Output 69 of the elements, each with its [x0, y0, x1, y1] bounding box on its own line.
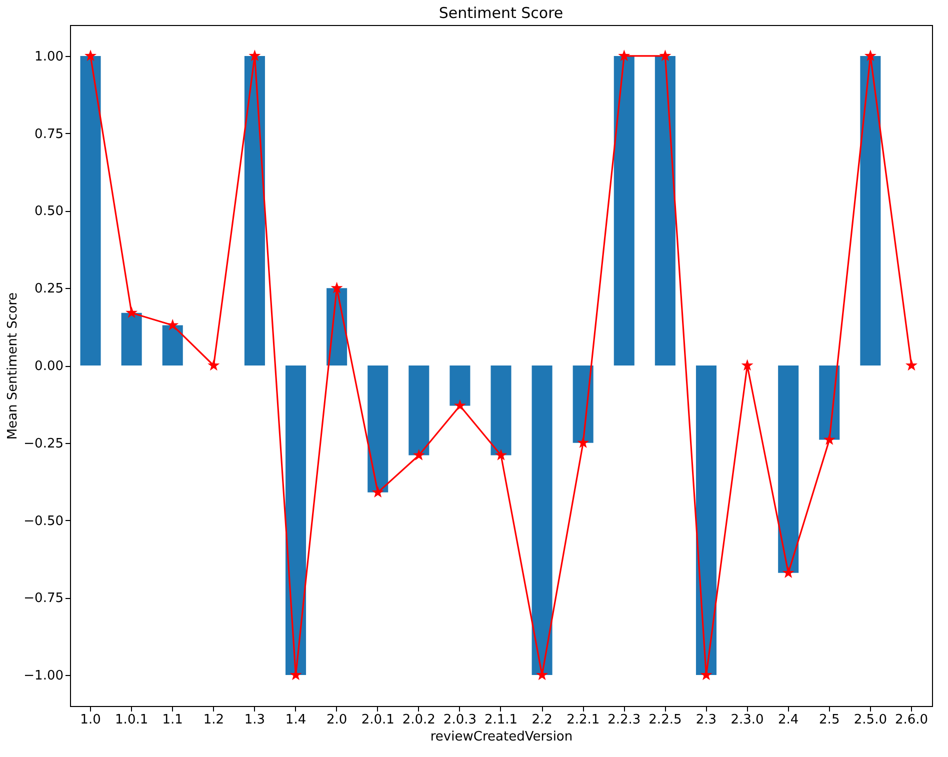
x-tick-label: 2.5.0: [854, 712, 887, 728]
x-tick-label: 1.0.1: [115, 712, 148, 728]
point: [782, 566, 794, 578]
bar: [614, 56, 634, 366]
point: [454, 399, 466, 411]
point: [618, 50, 630, 62]
x-tick-label: 2.0: [326, 712, 348, 728]
y-tick-label: −0.25: [24, 436, 64, 452]
x-tick-label: 2.5: [819, 712, 840, 728]
point: [659, 50, 672, 62]
point: [864, 50, 876, 62]
bar: [819, 366, 840, 440]
point: [330, 282, 343, 294]
bar: [162, 325, 183, 366]
bar: [368, 366, 388, 492]
y-tick-label: 0.25: [34, 282, 64, 297]
point: [372, 486, 384, 498]
chart-title: Sentiment Score: [438, 4, 564, 22]
x-tick-label: 2.2: [532, 712, 552, 728]
point: [126, 306, 138, 318]
y-tick-label: 0.50: [34, 204, 64, 220]
bar: [532, 366, 552, 676]
bar: [490, 366, 512, 456]
x-tick-label: 2.1.1: [484, 712, 518, 728]
y-tick-label: −0.75: [24, 591, 64, 606]
point: [166, 318, 179, 330]
x-tick-label: 2.0.3: [443, 712, 476, 728]
y-axis-title: Mean Sentiment Score: [6, 292, 21, 440]
x-tick-label: 1.3: [244, 712, 266, 728]
bar: [408, 366, 430, 456]
x-tick-label: 2.2.3: [608, 712, 641, 728]
y-tick-label: 0.75: [34, 126, 64, 142]
x-tick-label: 1.1: [162, 712, 183, 728]
bar: [654, 56, 676, 366]
bar: [286, 366, 306, 676]
x-tick-label: 2.0.1: [361, 712, 394, 728]
bar: [244, 56, 265, 366]
x-tick-label: 1.0: [80, 712, 101, 728]
point: [536, 668, 548, 680]
point: [577, 436, 590, 448]
x-tick-label: 2.2.1: [566, 712, 600, 728]
bar: [696, 366, 716, 676]
y-tick-label: −1.00: [24, 668, 64, 684]
point: [84, 50, 97, 62]
x-tick-label: 2.3.0: [730, 712, 764, 728]
point: [248, 50, 261, 62]
bar: [778, 366, 799, 573]
bar: [860, 56, 881, 366]
point: [412, 448, 425, 460]
x-tick-label: 2.6.0: [894, 712, 928, 728]
point: [208, 359, 220, 371]
y-tick-label: 1.00: [34, 49, 64, 64]
x-tick-label: 2.4: [778, 712, 799, 728]
x-tick-label: 1.4: [285, 712, 306, 728]
point: [741, 359, 754, 371]
x-tick-label: 2.2.5: [648, 712, 682, 728]
y-tick-label: 0.00: [34, 359, 64, 374]
x-axis-title: reviewCreatedVersion: [430, 730, 573, 744]
bar: [450, 366, 470, 406]
x-tick-label: 2.3: [696, 712, 717, 728]
x-tick-label: 1.2: [203, 712, 224, 728]
point: [494, 448, 508, 460]
point: [905, 359, 918, 371]
bar: [572, 366, 594, 443]
x-tick-label: 2.0.2: [402, 712, 436, 728]
y-tick-label: −0.50: [24, 514, 64, 529]
bar: [80, 56, 101, 366]
point: [823, 433, 836, 445]
bar: [121, 312, 142, 366]
